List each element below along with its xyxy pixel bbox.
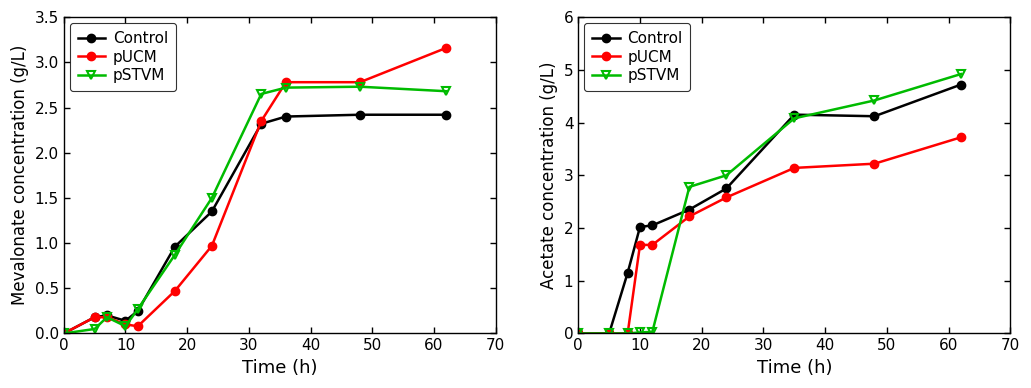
pSTVM [440,89,453,94]
pUCM [684,214,696,219]
Control [622,270,634,275]
Line: pUCM: pUCM [60,44,451,338]
pUCM [868,161,880,166]
pSTVM [206,196,219,200]
pUCM [206,243,219,248]
pSTVM [622,331,634,336]
pSTVM [572,331,585,336]
Line: pSTVM: pSTVM [574,70,965,338]
pSTVM [354,84,366,89]
pUCM [58,331,70,336]
pUCM [788,166,800,170]
pSTVM [58,331,70,336]
Y-axis label: Mevalonate concentration (g/L): Mevalonate concentration (g/L) [11,45,29,305]
Control [89,315,101,320]
pSTVM [684,185,696,189]
pUCM [955,135,967,140]
Control [206,209,219,214]
X-axis label: Time (h): Time (h) [242,359,318,377]
pSTVM [101,315,113,320]
Control [120,319,132,323]
pSTVM [646,329,659,334]
Line: Control: Control [60,111,451,338]
pSTVM [89,327,101,331]
Control [868,114,880,119]
pUCM [354,80,366,85]
pUCM [132,324,144,329]
pSTVM [634,330,646,335]
Control [634,225,646,229]
Legend: Control, pUCM, pSTVM: Control, pUCM, pSTVM [70,23,175,91]
pUCM [440,45,453,50]
pSTVM [169,253,181,257]
pSTVM [603,331,616,336]
Control [255,121,267,126]
Line: Control: Control [574,80,965,338]
Control [721,186,733,191]
X-axis label: Time (h): Time (h) [757,359,832,377]
pSTVM [721,173,733,178]
Control [279,114,292,119]
Control [354,113,366,117]
pSTVM [255,92,267,96]
Control [132,308,144,313]
pUCM [89,315,101,320]
pUCM [255,119,267,123]
Line: pUCM: pUCM [574,133,965,338]
pSTVM [120,324,132,329]
pUCM [101,315,113,320]
Legend: Control, pUCM, pSTVM: Control, pUCM, pSTVM [585,23,690,91]
Line: pSTVM: pSTVM [60,83,451,338]
pSTVM [868,98,880,103]
pSTVM [788,116,800,121]
Control [169,244,181,249]
Control [955,82,967,87]
pUCM [646,242,659,247]
Control [101,313,113,318]
Y-axis label: Acetate concentration (g/L): Acetate concentration (g/L) [540,62,558,289]
pUCM [169,289,181,293]
Control [646,223,659,228]
pUCM [603,331,616,336]
Control [572,331,585,336]
pUCM [721,195,733,200]
Control [58,331,70,336]
pUCM [634,242,646,247]
pSTVM [955,72,967,76]
Control [788,113,800,117]
pUCM [120,322,132,327]
Control [440,113,453,117]
pSTVM [132,307,144,312]
pUCM [622,331,634,336]
pUCM [572,331,585,336]
Control [684,207,696,212]
pSTVM [279,85,292,90]
Control [603,331,616,336]
pUCM [279,80,292,85]
